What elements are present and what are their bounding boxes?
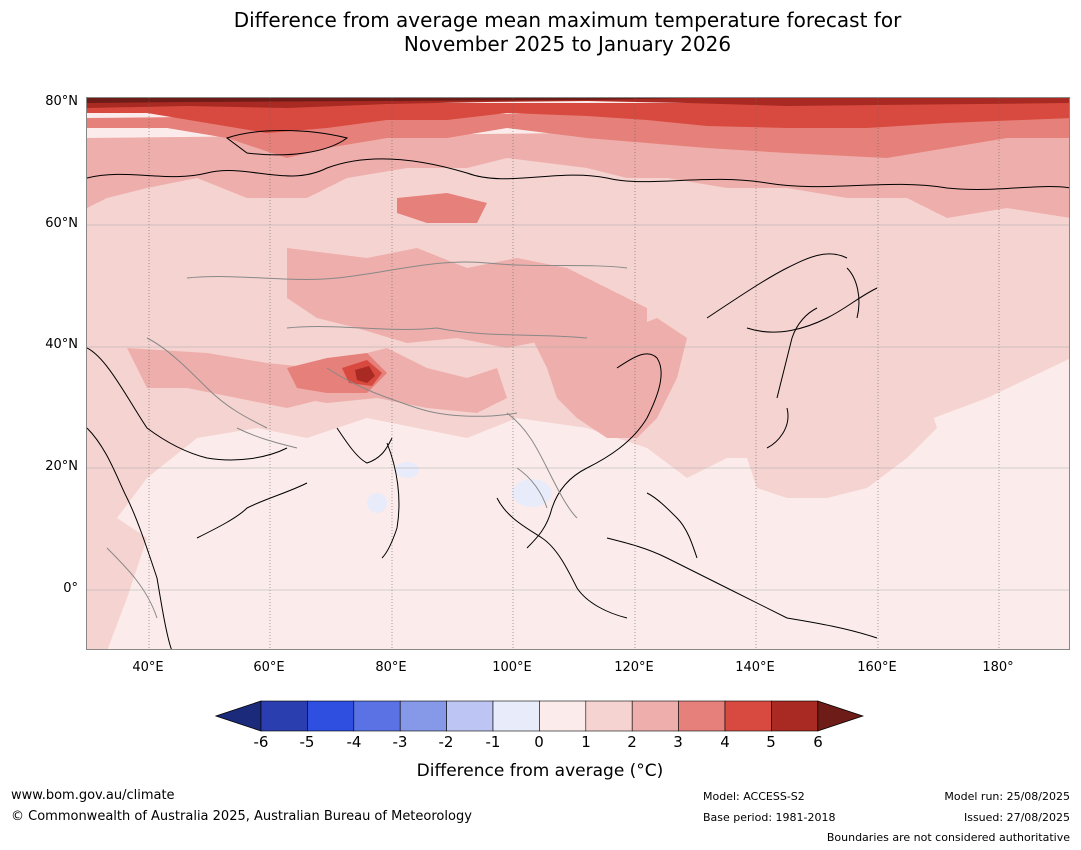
lat-label-0: 0° [63, 581, 78, 596]
colorbar-tick: -3 [392, 733, 408, 751]
anomaly-region-1-2-east [747, 388, 937, 498]
colorbar-cell [585, 700, 633, 732]
model-run-date: Model run: 25/08/2025 [944, 790, 1070, 803]
graticule [148, 98, 1000, 649]
copyright-notice: © Commonwealth of Australia 2025, Austra… [11, 809, 472, 824]
colorbar-tick: 6 [813, 733, 823, 751]
colorbar-extend-low [215, 700, 262, 732]
colorbar-cell [724, 700, 772, 732]
lat-label-60n: 60°N [45, 216, 78, 231]
colorbar [215, 700, 865, 732]
coastlines [87, 130, 1069, 649]
colorbar-cell [771, 700, 819, 732]
colorbar-tick: 1 [581, 733, 591, 751]
colorbar-tick: -2 [438, 733, 454, 751]
anomaly-region-4-5 [87, 103, 1069, 133]
anomaly-region-neg-arabian-sea [367, 493, 387, 513]
lon-label-40e: 40°E [132, 660, 164, 675]
colorbar-cell [631, 700, 679, 732]
forecast-map [86, 97, 1070, 650]
colorbar-cell [446, 700, 494, 732]
colorbar-tick: -5 [299, 733, 315, 751]
base-period: Base period: 1981-2018 [703, 811, 836, 824]
colorbar-tick: 2 [627, 733, 637, 751]
lon-label-120e: 120°E [614, 660, 654, 675]
lon-label-140e: 140°E [735, 660, 775, 675]
lon-label-180: 180° [982, 660, 1014, 675]
colorbar-tick: -4 [346, 733, 362, 751]
colorbar-tick: 0 [534, 733, 544, 751]
colorbar-cell [260, 700, 308, 732]
colorbar-cell [399, 700, 447, 732]
anomaly-region-2-3-central [287, 248, 647, 348]
issued-date: Issued: 27/08/2025 [963, 811, 1070, 824]
anomaly-region-3-4-siberia [397, 193, 487, 223]
anomaly-region-2-3-china [527, 318, 687, 438]
lat-label-40n: 40°N [45, 337, 78, 352]
graticule-lat [87, 224, 1069, 591]
lon-label-80e: 80°E [375, 660, 407, 675]
country-borders [106, 261, 628, 619]
anomaly-region-above-6 [87, 98, 687, 103]
website-link[interactable]: www.bom.gov.au/climate [11, 788, 175, 803]
colorbar-cell [492, 700, 540, 732]
anomaly-region-2-3-west [127, 348, 327, 408]
anomaly-field [87, 98, 1069, 649]
title-line-2: November 2025 to January 2026 [403, 32, 732, 56]
title-line-1: Difference from average mean maximum tem… [233, 8, 902, 32]
colorbar-tick: 4 [720, 733, 730, 751]
lon-label-100e: 100°E [492, 660, 532, 675]
colorbar-tick: -6 [253, 733, 269, 751]
anomaly-region-neg-india [395, 462, 419, 478]
colorbar-cell [353, 700, 401, 732]
lat-label-80n: 80°N [45, 94, 78, 109]
colorbar-extend-high [817, 700, 865, 732]
lon-label-60e: 60°E [253, 660, 285, 675]
model-name: Model: ACCESS-S2 [703, 790, 805, 803]
lat-label-20n: 20°N [45, 459, 78, 474]
anomaly-region-1-2-low [87, 518, 147, 649]
anomaly-region-neg-indochina [512, 479, 552, 507]
colorbar-cell [539, 700, 587, 732]
lon-label-160e: 160°E [857, 660, 897, 675]
boundaries-disclaimer: Boundaries are not considered authoritat… [826, 831, 1070, 844]
colorbar-tick: 3 [673, 733, 683, 751]
colorbar-tick: 5 [766, 733, 776, 751]
anomaly-region-5-6-pamir [355, 366, 375, 383]
colorbar-cell [307, 700, 355, 732]
colorbar-label: Difference from average (°C) [416, 761, 664, 781]
colorbar-cell [678, 700, 726, 732]
map-title: Difference from average mean maximum tem… [0, 8, 1081, 56]
colorbar-tick: -1 [485, 733, 501, 751]
